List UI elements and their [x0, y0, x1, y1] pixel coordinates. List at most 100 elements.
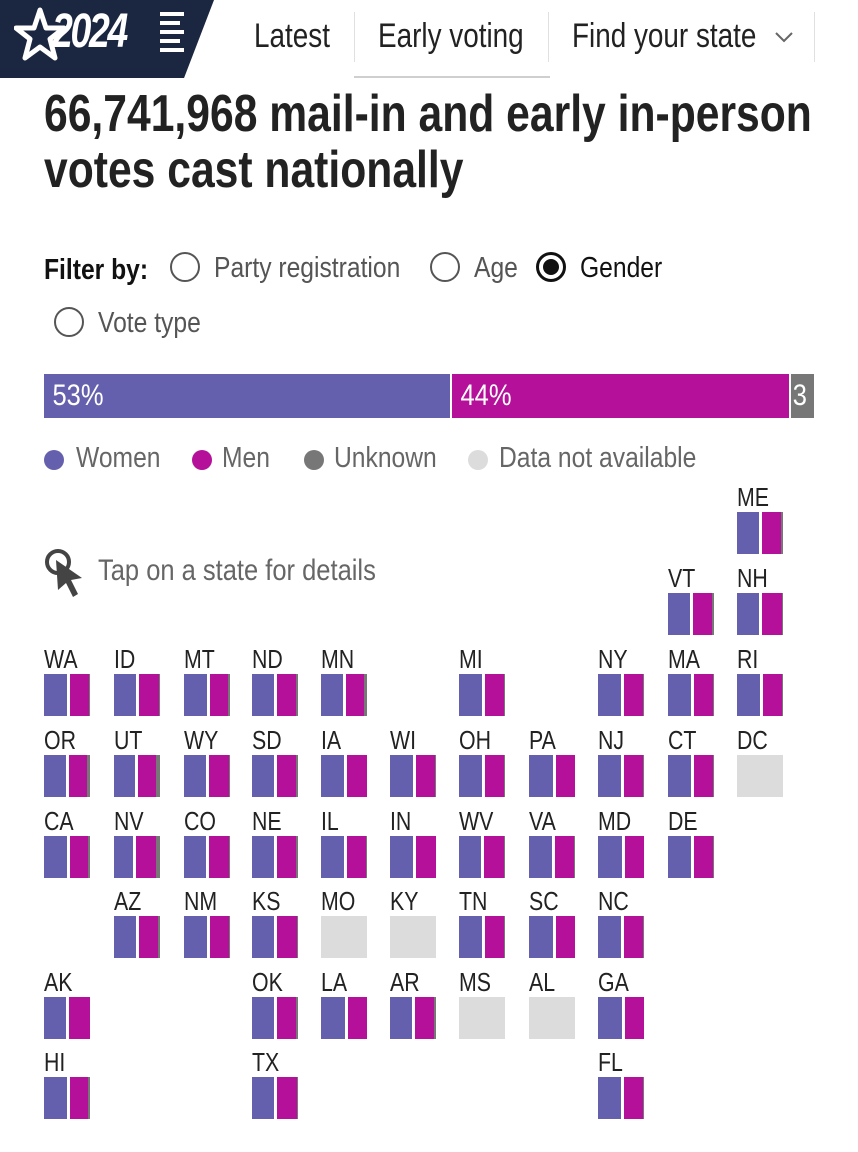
state-tile[interactable] — [529, 997, 575, 1039]
state-ar[interactable]: AR — [390, 969, 440, 1039]
state-mn[interactable]: MN — [321, 646, 371, 716]
state-tile[interactable] — [184, 755, 230, 797]
radio-party-registration[interactable] — [170, 252, 200, 282]
state-me[interactable]: ME — [737, 484, 787, 554]
state-tile[interactable] — [390, 836, 436, 878]
state-ga[interactable]: GA — [598, 969, 648, 1039]
state-tile[interactable] — [184, 836, 230, 878]
state-vt[interactable]: VT — [668, 565, 718, 635]
state-tile[interactable] — [668, 755, 714, 797]
state-ny[interactable]: NY — [598, 646, 648, 716]
radio-label-party-registration[interactable]: Party registration — [214, 252, 401, 284]
state-ct[interactable]: CT — [668, 727, 718, 797]
logo-2024[interactable]: 2024 — [0, 0, 214, 78]
state-nv[interactable]: NV — [114, 808, 164, 878]
state-tile[interactable] — [321, 755, 367, 797]
state-tile[interactable] — [44, 1077, 90, 1119]
state-tile[interactable] — [668, 674, 714, 716]
state-md[interactable]: MD — [598, 808, 648, 878]
state-nj[interactable]: NJ — [598, 727, 648, 797]
state-ri[interactable]: RI — [737, 646, 787, 716]
state-tile[interactable] — [737, 593, 783, 635]
state-mt[interactable]: MT — [184, 646, 234, 716]
state-wi[interactable]: WI — [390, 727, 440, 797]
state-tile[interactable] — [114, 836, 160, 878]
state-tile[interactable] — [459, 997, 505, 1039]
state-mi[interactable]: MI — [459, 646, 509, 716]
state-ut[interactable]: UT — [114, 727, 164, 797]
state-ca[interactable]: CA — [44, 808, 94, 878]
state-ok[interactable]: OK — [252, 969, 302, 1039]
state-tile[interactable] — [184, 916, 230, 958]
state-az[interactable]: AZ — [114, 888, 164, 958]
radio-age[interactable] — [430, 252, 460, 282]
state-mo[interactable]: MO — [321, 888, 371, 958]
radio-vote-type[interactable] — [54, 307, 84, 337]
state-tile[interactable] — [252, 997, 298, 1039]
state-tile[interactable] — [390, 916, 436, 958]
state-tile[interactable] — [668, 836, 714, 878]
state-tile[interactable] — [529, 755, 575, 797]
state-ky[interactable]: KY — [390, 888, 440, 958]
state-tile[interactable] — [252, 916, 298, 958]
state-tile[interactable] — [252, 836, 298, 878]
state-tile[interactable] — [737, 674, 783, 716]
state-tile[interactable] — [321, 674, 367, 716]
state-tile[interactable] — [737, 755, 783, 797]
state-tile[interactable] — [529, 836, 575, 878]
state-tile[interactable] — [44, 836, 90, 878]
state-tile[interactable] — [459, 916, 505, 958]
state-fl[interactable]: FL — [598, 1049, 648, 1119]
state-tile[interactable] — [459, 755, 505, 797]
state-ma[interactable]: MA — [668, 646, 718, 716]
state-pa[interactable]: PA — [529, 727, 579, 797]
state-ms[interactable]: MS — [459, 969, 509, 1039]
state-sc[interactable]: SC — [529, 888, 579, 958]
state-nh[interactable]: NH — [737, 565, 787, 635]
state-tile[interactable] — [390, 997, 436, 1039]
state-va[interactable]: VA — [529, 808, 579, 878]
radio-label-vote-type[interactable]: Vote type — [98, 307, 201, 339]
state-tile[interactable] — [737, 512, 783, 554]
state-ak[interactable]: AK — [44, 969, 94, 1039]
state-al[interactable]: AL — [529, 969, 579, 1039]
state-tile[interactable] — [184, 674, 230, 716]
state-tile[interactable] — [459, 674, 505, 716]
state-hi[interactable]: HI — [44, 1049, 94, 1119]
state-tile[interactable] — [44, 997, 90, 1039]
state-nc[interactable]: NC — [598, 888, 648, 958]
state-dc[interactable]: DC — [737, 727, 787, 797]
state-tile[interactable] — [459, 836, 505, 878]
state-tile[interactable] — [668, 593, 714, 635]
state-wv[interactable]: WV — [459, 808, 509, 878]
state-id[interactable]: ID — [114, 646, 164, 716]
nav-find-your-state[interactable]: Find your state — [572, 0, 756, 78]
state-tile[interactable] — [598, 997, 644, 1039]
state-tile[interactable] — [321, 997, 367, 1039]
state-tile[interactable] — [321, 916, 367, 958]
state-il[interactable]: IL — [321, 808, 371, 878]
state-tile[interactable] — [252, 755, 298, 797]
state-tile[interactable] — [114, 755, 160, 797]
state-tile[interactable] — [252, 674, 298, 716]
state-sd[interactable]: SD — [252, 727, 302, 797]
state-tile[interactable] — [598, 916, 644, 958]
radio-label-gender[interactable]: Gender — [580, 252, 663, 284]
state-la[interactable]: LA — [321, 969, 371, 1039]
state-tile[interactable] — [252, 1077, 298, 1119]
chevron-down-icon[interactable] — [774, 30, 794, 44]
state-de[interactable]: DE — [668, 808, 718, 878]
state-wy[interactable]: WY — [184, 727, 234, 797]
nav-early-voting[interactable]: Early voting — [378, 17, 524, 55]
state-tile[interactable] — [598, 674, 644, 716]
state-nd[interactable]: ND — [252, 646, 302, 716]
state-tile[interactable] — [529, 916, 575, 958]
state-in[interactable]: IN — [390, 808, 440, 878]
state-ne[interactable]: NE — [252, 808, 302, 878]
state-tile[interactable] — [598, 1077, 644, 1119]
radio-label-age[interactable]: Age — [474, 252, 518, 284]
state-tile[interactable] — [44, 674, 90, 716]
state-or[interactable]: OR — [44, 727, 94, 797]
state-ks[interactable]: KS — [252, 888, 302, 958]
radio-gender[interactable] — [536, 252, 566, 282]
